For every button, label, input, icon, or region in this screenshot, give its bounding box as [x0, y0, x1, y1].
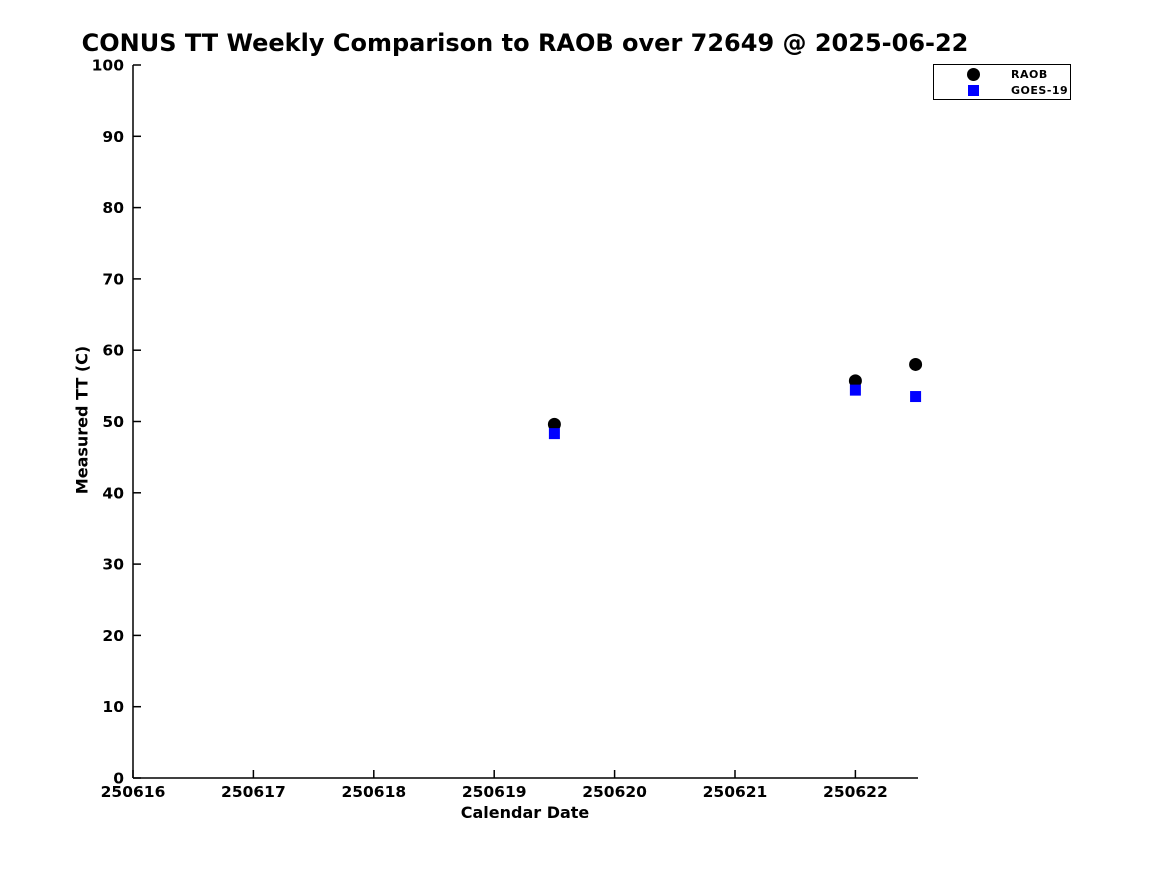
legend-item-goes-19: GOES-19	[934, 82, 1070, 98]
y-axis-label: Measured TT (C)	[72, 345, 92, 495]
legend-label-goes-19: GOES-19	[1011, 83, 1069, 97]
data-point-goes-19	[548, 428, 560, 440]
y-tick-label: 90	[102, 128, 124, 146]
data-point-goes-19	[910, 391, 922, 403]
data-point-raob	[848, 374, 862, 388]
y-tick-label: 40	[102, 484, 124, 502]
y-tick-label: 10	[102, 698, 124, 716]
chart-title: CONUS TT Weekly Comparison to RAOB over …	[81, 29, 969, 57]
data-point-goes-19	[849, 384, 861, 396]
x-tick-label: 250619	[462, 783, 527, 801]
y-tick-label: 80	[102, 199, 124, 217]
legend-marker-col	[967, 84, 980, 96]
y-tick-label: 0	[113, 770, 124, 788]
x-axis-label: Calendar Date	[460, 803, 590, 822]
x-tick-label: 250621	[703, 783, 768, 801]
legend-item-raob: RAOB	[934, 66, 1070, 82]
x-tick-label: 250622	[823, 783, 888, 801]
raob-circle-marker-icon	[967, 67, 980, 81]
x-tick-label: 250620	[582, 783, 647, 801]
legend: RAOB GOES-19	[933, 64, 1071, 100]
data-point-raob	[547, 417, 561, 431]
y-tick-label: 70	[102, 270, 124, 288]
legend-marker-col	[967, 67, 980, 81]
legend-label-raob: RAOB	[1011, 67, 1048, 81]
data-point-raob	[909, 357, 923, 371]
x-tick-label: 250617	[221, 783, 286, 801]
x-tick-label: 250618	[341, 783, 406, 801]
y-tick-label: 20	[102, 627, 124, 645]
x-tick-label: 250616	[101, 783, 166, 801]
goes-19-square-marker-icon	[968, 84, 979, 96]
y-tick-label: 60	[102, 342, 124, 360]
y-tick-label: 100	[92, 57, 125, 75]
y-tick-label: 30	[102, 556, 124, 574]
y-tick-label: 50	[102, 413, 124, 431]
